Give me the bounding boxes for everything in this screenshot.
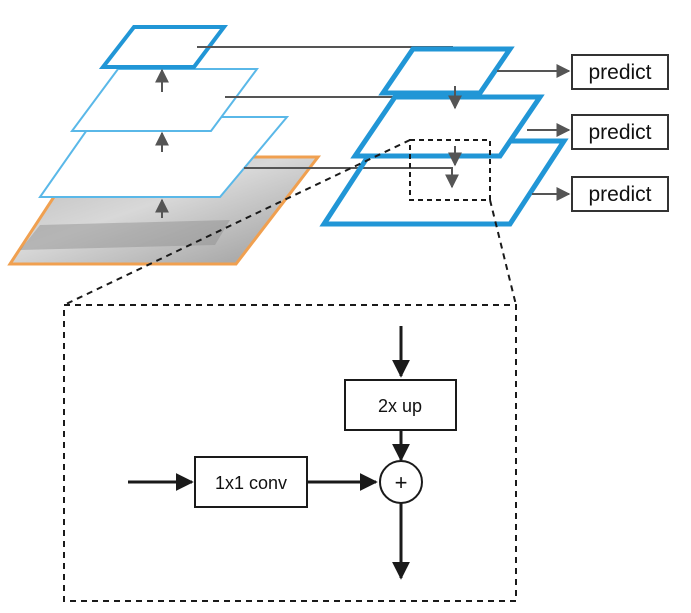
bottom-up-level-3 <box>38 116 290 198</box>
top-down-level-2 <box>350 94 545 159</box>
zoom-region <box>409 139 491 201</box>
upsample-block: 2x up <box>344 379 457 431</box>
conv1x1-label: 1x1 conv <box>215 473 287 493</box>
predict-box-1: predict <box>571 54 669 90</box>
merge-node: + <box>379 460 423 504</box>
predict-label: predict <box>588 183 651 206</box>
predict-label: predict <box>588 121 651 144</box>
bottom-up-level-1 <box>98 25 228 69</box>
zoom-guide-right <box>489 199 517 306</box>
upsample-label: 2x up <box>378 396 422 416</box>
plus-symbol: + <box>395 470 408 495</box>
predict-box-3: predict <box>571 176 669 212</box>
bottom-up-level-2 <box>70 68 259 132</box>
predict-label: predict <box>588 61 651 84</box>
lateral-connection <box>244 167 459 189</box>
predict-box-2: predict <box>571 114 669 150</box>
detail-box <box>63 304 517 602</box>
conv1x1-block: 1x1 conv <box>194 456 308 508</box>
top-down-level-1 <box>378 46 515 96</box>
zoom-guide-left <box>63 139 411 306</box>
